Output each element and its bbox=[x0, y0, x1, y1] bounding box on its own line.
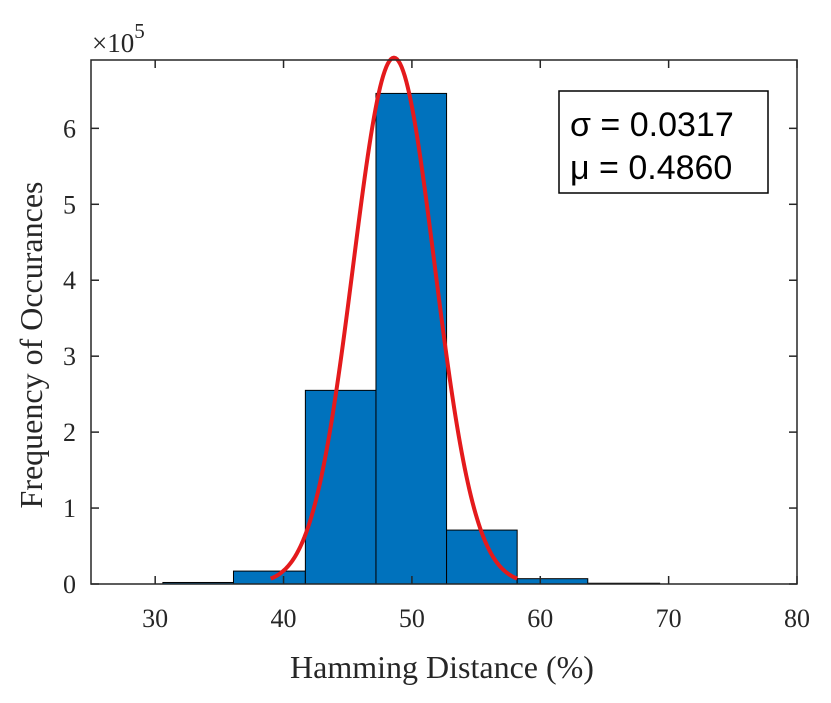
x-axis-label: Hamming Distance (%) bbox=[290, 649, 594, 685]
x-tick-label: 50 bbox=[399, 604, 425, 633]
legend-box: σ = 0.0317 μ = 0.4860 bbox=[558, 90, 769, 194]
x-tick-label: 40 bbox=[271, 604, 297, 633]
axis-tick-labels: 30 40 50 60 70 80 0 1 2 3 4 5 6 bbox=[63, 114, 810, 633]
legend-mu: μ = 0.4860 bbox=[570, 149, 732, 187]
histogram-bar bbox=[516, 578, 589, 585]
x-tick-label: 60 bbox=[527, 604, 553, 633]
y-tick-label: 1 bbox=[63, 494, 76, 523]
y-tick-label: 0 bbox=[63, 570, 76, 599]
x-tick-label: 70 bbox=[656, 604, 682, 633]
x-tick-label: 80 bbox=[784, 604, 810, 633]
axis-ticks bbox=[91, 60, 798, 585]
histogram-bar bbox=[375, 92, 448, 585]
y-tick-label: 3 bbox=[63, 342, 76, 371]
y-tick-label: 5 bbox=[63, 190, 76, 219]
y-axis-multiplier: ×105 bbox=[92, 19, 145, 58]
y-tick-label: 4 bbox=[63, 266, 76, 295]
legend-frame bbox=[558, 90, 769, 194]
normal-fit-curve bbox=[269, 55, 518, 581]
histogram-bar bbox=[232, 570, 306, 585]
y-tick-label: 2 bbox=[63, 418, 76, 447]
plot-frame bbox=[90, 59, 798, 585]
x-tick-label: 30 bbox=[142, 604, 168, 633]
histogram-bar bbox=[304, 389, 377, 585]
y-tick-label: 6 bbox=[63, 114, 76, 143]
legend-sigma: σ = 0.0317 bbox=[570, 106, 734, 144]
y-axis-label: Frequency of Occurances bbox=[13, 182, 49, 509]
